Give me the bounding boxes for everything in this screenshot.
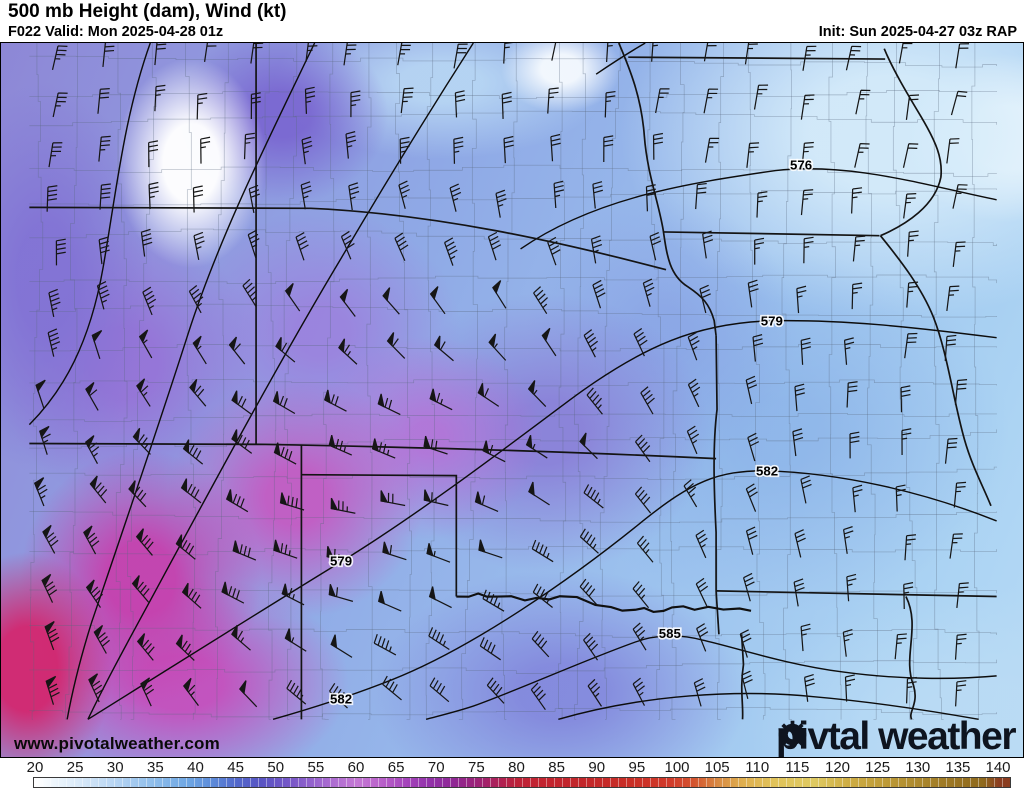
colorbar-tick-label: 105 <box>704 759 730 776</box>
colorbar-tick-label: 95 <box>628 759 646 776</box>
logo-text-right: tal weather <box>827 715 1017 758</box>
colorbar-tick-label: 30 <box>106 759 124 776</box>
colorbar-tick-label: 130 <box>905 759 931 776</box>
map-canvas: 576 579 582 585 579 582 www.pivotalweather.co… <box>0 42 1024 758</box>
colorbar-tick-labels: 20 25 30 35 40 45 50 55 60 65 70 75 80 85 90 95 100 105 11… <box>0 759 1024 776</box>
pivotal-weather-logo: piv tal weather <box>776 715 1017 758</box>
map-title: 500 mb Height (dam), Wind (kt) <box>8 1 287 22</box>
state-borders <box>29 43 997 720</box>
contour-label: 582 <box>756 464 778 479</box>
colorbar-tick-label: 140 <box>985 759 1011 776</box>
colorbar-tick-label: 90 <box>588 759 606 776</box>
contour-label: 585 <box>659 626 681 641</box>
colorbar-tick-label: 80 <box>508 759 525 776</box>
colorbar-tick-label: 85 <box>548 759 565 776</box>
map-overlay: 576 579 582 585 579 582 <box>28 43 997 721</box>
colorbar-tick-label: 65 <box>387 759 405 776</box>
colorbar-tick-label: 120 <box>824 759 851 776</box>
colorbar-tick-label: 75 <box>468 759 485 776</box>
colorbar-tick-label: 125 <box>865 759 891 776</box>
colorbar-tick-label: 40 <box>187 759 204 776</box>
contour-label: 582 <box>330 691 352 706</box>
contour-label-group: 576 579 582 585 579 582 <box>328 156 813 708</box>
colorbar-section: 20 25 30 35 40 45 50 55 60 65 70 75 80 85 90 95 100 105 11… <box>0 758 1024 791</box>
watermark: www.pivotalweather.com <box>14 734 220 753</box>
contour-label: 579 <box>330 553 352 568</box>
header: 500 mb Height (dam), Wind (kt) F022 Vali… <box>0 0 1024 42</box>
red-river-border <box>456 592 752 614</box>
colorbar-tick-label: 55 <box>307 759 325 776</box>
colorbar <box>33 777 1011 788</box>
gear-icon <box>778 720 807 749</box>
contour-label: 576 <box>790 158 812 173</box>
colorbar-tick-label: 25 <box>66 759 84 776</box>
contour-label: 579 <box>761 313 783 328</box>
wind-barbs <box>33 43 970 711</box>
colorbar-tick-label: 115 <box>785 759 810 776</box>
colorbar-tick-label: 45 <box>227 759 244 776</box>
forecast-valid-time: F022 Valid: Mon 2025-04-28 01z <box>8 24 224 40</box>
model-init-time: Init: Sun 2025-04-27 03z RAP <box>818 24 1017 40</box>
colorbar-tick-label: 110 <box>745 759 770 776</box>
colorbar-tick-label: 100 <box>664 759 690 776</box>
colorbar-tick-label: 20 <box>26 759 44 776</box>
colorbar-tick-label: 135 <box>945 759 971 776</box>
height-contours <box>28 43 997 721</box>
county-lines <box>29 43 997 720</box>
colorbar-tick-label: 50 <box>267 759 285 776</box>
wind-speed-fill <box>1 43 1023 757</box>
colorbar-tick-label: 35 <box>147 759 164 776</box>
colorbar-tick-label: 70 <box>427 759 445 776</box>
colorbar-tick-label: 60 <box>347 759 365 776</box>
